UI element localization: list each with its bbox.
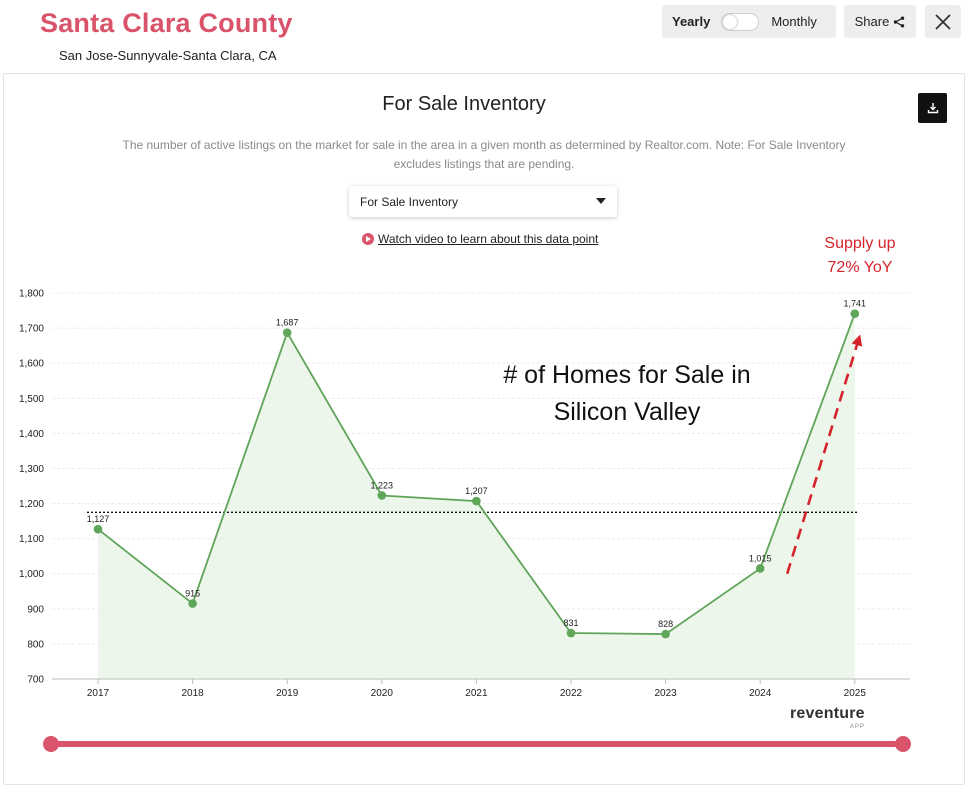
data-point	[377, 491, 387, 500]
data-labels: 1,127 915 1,687 1,223 1,207 831 828 1,015 1,741	[87, 299, 866, 629]
data-point	[93, 524, 103, 534]
yearly-label[interactable]: Yearly	[672, 14, 711, 29]
share-label: Share	[854, 14, 890, 29]
data-points	[93, 309, 860, 639]
download-icon	[927, 103, 938, 114]
trend-arrow-group	[785, 334, 863, 575]
x-tick-label: 2019	[276, 688, 299, 699]
play-icon	[362, 233, 374, 245]
download-button[interactable]	[918, 93, 947, 123]
period-switch[interactable]	[721, 12, 760, 31]
y-tick-label: 1,600	[19, 359, 44, 370]
x-tick-label: 2020	[371, 688, 394, 699]
metric-select[interactable]: For Sale Inventory	[349, 186, 617, 217]
page-title: Santa Clara County	[40, 8, 293, 38]
watch-video-link[interactable]: Watch video to learn about this data poi…	[362, 232, 598, 246]
area-fill-path	[98, 313, 855, 679]
share-icon	[894, 16, 905, 27]
data-label: 1,127	[87, 514, 110, 524]
close-button[interactable]	[925, 5, 961, 38]
y-tick-label: 700	[27, 675, 44, 686]
x-tick-label: 2017	[87, 688, 110, 699]
area-fill	[98, 313, 855, 679]
caret-down-icon	[596, 198, 606, 204]
x-tick-label: 2021	[465, 688, 488, 699]
trend-arrow-shaft	[785, 341, 860, 575]
range-track[interactable]	[50, 741, 904, 747]
range-handle-end[interactable]	[895, 736, 911, 752]
data-point	[282, 328, 292, 337]
y-tick-label: 1,200	[19, 499, 44, 510]
axes: 700 800 900 1,000 1,100 1,200 1,300 1,400 1,500 1…	[19, 289, 910, 699]
metro-subtitle: San Jose-Sunnyvale-Santa Clara, CA	[59, 48, 277, 63]
data-label: 1,207	[465, 486, 488, 496]
data-label: 1,223	[371, 480, 394, 490]
y-tick-label: 1,500	[19, 394, 44, 405]
switch-knob	[723, 14, 738, 29]
homes-annotation: # of Homes for Sale in Silicon Valley	[503, 361, 751, 426]
x-tick-label: 2023	[654, 688, 677, 699]
share-button[interactable]: Share	[844, 5, 916, 38]
data-label: 1,015	[749, 553, 772, 563]
x-tick-label: 2025	[844, 688, 867, 699]
brand-sub: APP	[850, 724, 866, 730]
chart-description: The number of active listings on the mar…	[122, 138, 846, 171]
period-toggle[interactable]: Yearly Monthly	[662, 5, 836, 38]
data-point	[188, 599, 197, 608]
range-handle-start[interactable]	[43, 736, 59, 752]
x-tick-label: 2022	[560, 688, 583, 699]
data-point	[566, 628, 576, 638]
data-point	[472, 496, 481, 506]
video-link-label: Watch video to learn about this data poi…	[378, 232, 599, 246]
data-point	[661, 629, 670, 639]
y-tick-label: 1,700	[19, 324, 44, 335]
data-point	[755, 564, 765, 573]
y-tick-label: 1,800	[19, 289, 44, 300]
y-tick-label: 800	[27, 639, 44, 650]
y-tick-label: 900	[27, 604, 44, 615]
supply-annotation: Supply up 72% YoY	[824, 235, 896, 276]
y-tick-label: 1,400	[19, 429, 44, 440]
monthly-label[interactable]: Monthly	[771, 14, 817, 29]
chart-title: For Sale Inventory	[382, 93, 546, 115]
data-label: 1,687	[276, 318, 299, 328]
close-icon	[935, 13, 951, 30]
y-tick-label: 1,000	[19, 569, 44, 580]
data-label: 828	[658, 619, 673, 629]
data-label: 915	[185, 589, 200, 599]
data-label: 1,741	[844, 299, 867, 309]
trend-arrow-head	[851, 334, 863, 347]
selected-metric: For Sale Inventory	[360, 194, 459, 209]
y-tick-label: 1,100	[19, 534, 44, 545]
x-tick-label: 2018	[181, 688, 204, 699]
brand-logo: reventure	[790, 705, 865, 722]
data-label: 831	[563, 618, 578, 628]
y-tick-label: 1,300	[19, 464, 44, 475]
x-tick-label: 2024	[749, 688, 772, 699]
data-point	[850, 309, 860, 319]
year-range-slider[interactable]	[43, 736, 911, 752]
